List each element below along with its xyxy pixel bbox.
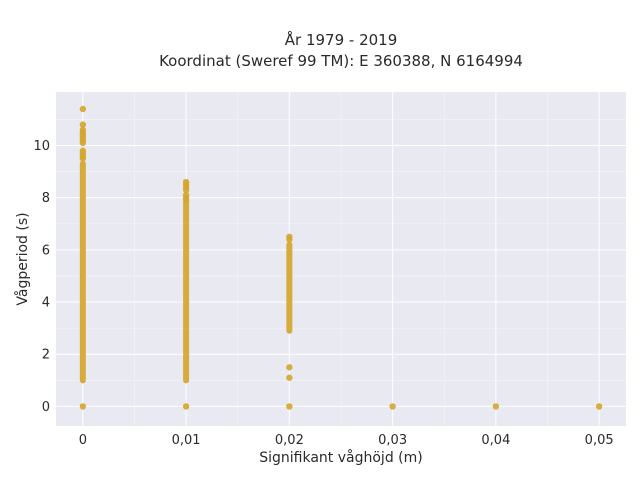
x-tick-label: 0 bbox=[79, 433, 87, 448]
x-tick-labels: 0 0,01 0,02 0,03 0,04 0,05 bbox=[79, 433, 614, 448]
x-tick-label: 0,01 bbox=[172, 433, 201, 448]
data-points bbox=[79, 105, 603, 410]
data-point bbox=[389, 403, 396, 410]
data-point bbox=[492, 403, 500, 410]
data-point bbox=[79, 155, 87, 162]
data-point bbox=[79, 121, 87, 128]
data-point bbox=[286, 374, 293, 381]
y-tick-label: 8 bbox=[42, 191, 50, 206]
data-point bbox=[286, 403, 293, 410]
data-point bbox=[286, 236, 293, 243]
x-tick-label: 0,02 bbox=[275, 433, 304, 448]
data-point bbox=[286, 364, 293, 371]
data-point bbox=[79, 105, 87, 113]
data-point-cluster bbox=[286, 241, 293, 334]
data-point bbox=[595, 403, 603, 410]
y-tick-label: 6 bbox=[42, 243, 50, 258]
data-point-cluster bbox=[79, 160, 86, 384]
data-point bbox=[182, 186, 190, 194]
chart-title-line-1: År 1979 - 2019 bbox=[285, 30, 398, 49]
y-tick-label: 10 bbox=[33, 139, 50, 154]
data-point bbox=[79, 139, 87, 147]
y-axis-label: Vågperiod (s) bbox=[14, 212, 31, 305]
x-axis-label: Signifikant våghöjd (m) bbox=[259, 449, 422, 466]
chart-title-line-2: Koordinat (Sweref 99 TM): E 360388, N 61… bbox=[159, 52, 523, 70]
y-tick-label: 2 bbox=[42, 348, 50, 363]
data-point bbox=[182, 403, 190, 410]
x-tick-label: 0,03 bbox=[378, 433, 407, 448]
y-tick-label: 4 bbox=[42, 296, 50, 311]
x-tick-label: 0,05 bbox=[585, 433, 614, 448]
data-point bbox=[79, 403, 87, 410]
x-tick-label: 0,04 bbox=[481, 433, 510, 448]
y-tick-label: 0 bbox=[42, 400, 50, 415]
y-tick-labels: 0 2 4 6 8 10 bbox=[33, 139, 50, 415]
data-point-cluster bbox=[183, 199, 190, 384]
data-point bbox=[182, 197, 190, 204]
